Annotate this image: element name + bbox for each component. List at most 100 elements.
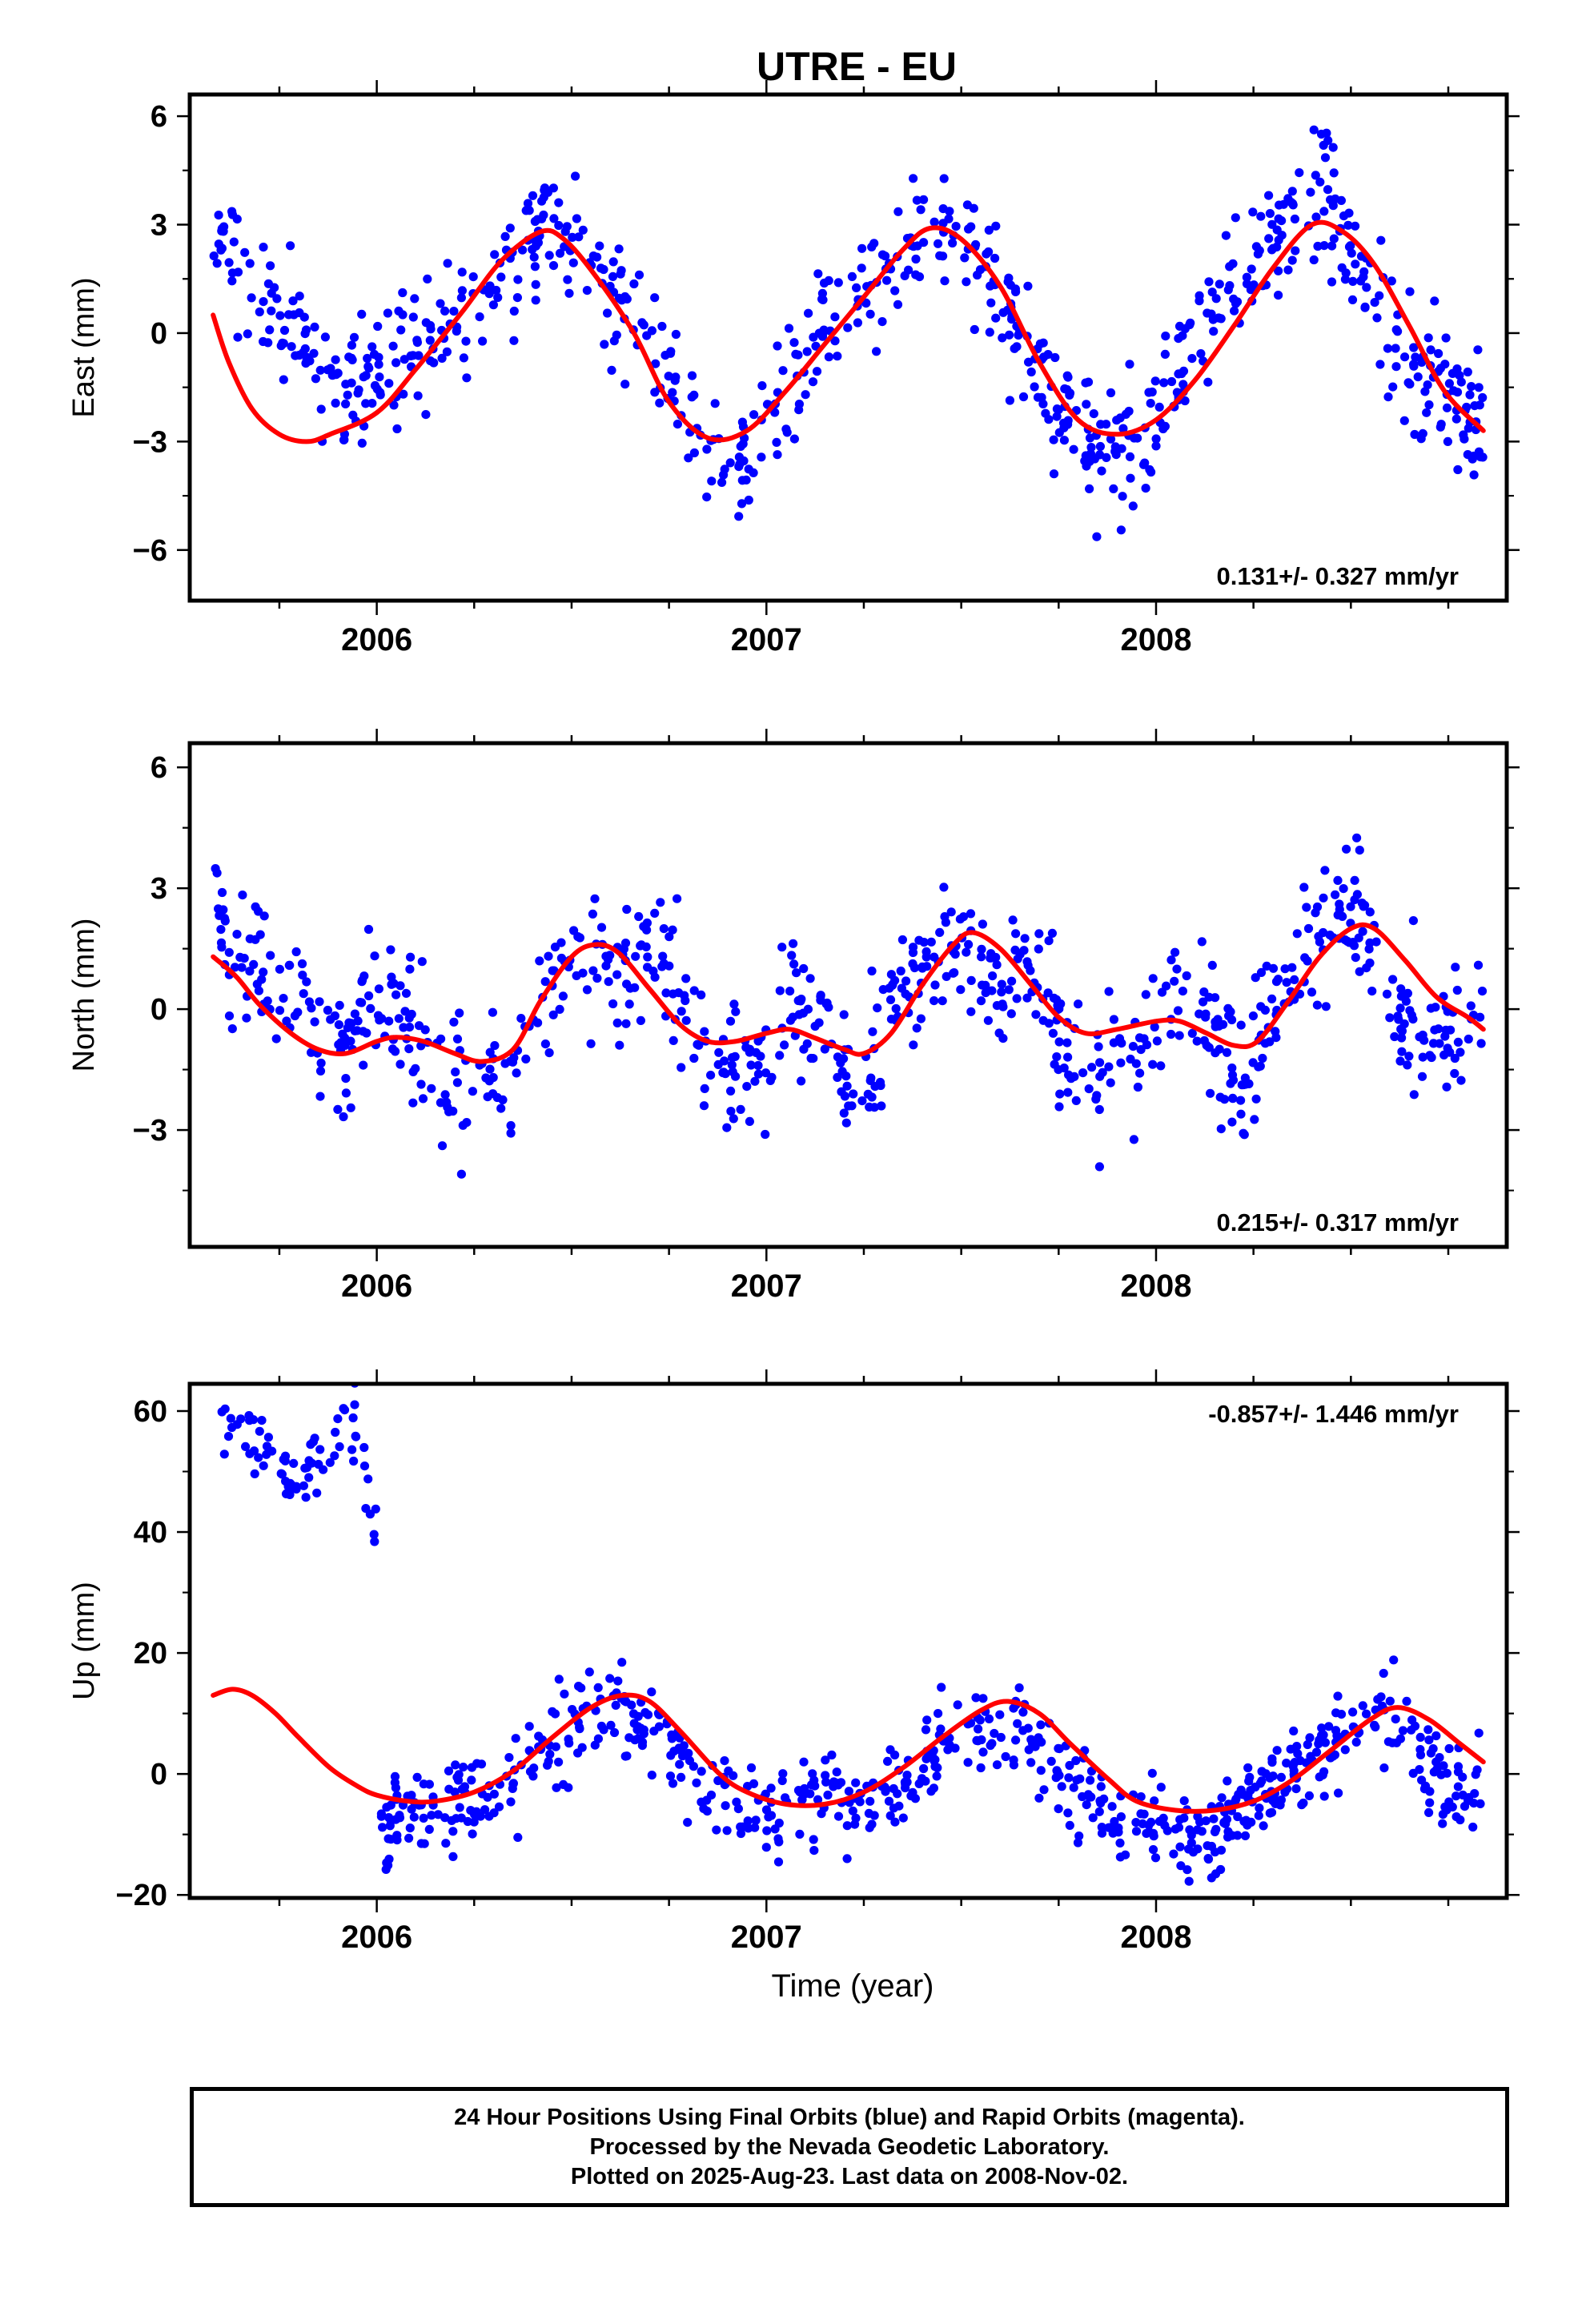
north-data-point [490, 1041, 500, 1051]
up-data-point [842, 1854, 852, 1864]
east-data-point [1095, 450, 1105, 460]
east-data-point [311, 374, 320, 384]
north-data-point [1150, 1022, 1159, 1032]
north-data-point [297, 959, 307, 969]
north-data-point [730, 1051, 740, 1061]
east-data-point [1097, 466, 1106, 476]
east-data-point [1436, 420, 1446, 429]
east-data-point [1443, 436, 1452, 447]
north-data-point [323, 1005, 332, 1015]
up-data-point [220, 1404, 230, 1413]
east-data-point [301, 359, 311, 368]
north-data-point [334, 1020, 343, 1030]
up-data-point [1299, 1798, 1308, 1808]
up-data-point [255, 1426, 264, 1436]
up-data-point [1024, 1745, 1034, 1755]
up-data-layer [211, 1384, 1486, 1886]
east-data-point [1430, 296, 1439, 306]
up-data-point [613, 1676, 623, 1686]
north-data-point [839, 1108, 849, 1118]
north-data-point [657, 962, 667, 971]
north-data-point [1095, 1072, 1105, 1081]
north-data-point [694, 1040, 704, 1050]
north-data-point [822, 998, 832, 1008]
up-data-point [544, 1756, 553, 1767]
east-data-point [361, 399, 371, 408]
east-data-point [1405, 287, 1415, 296]
up-data-point [1333, 1691, 1343, 1701]
north-data-point [339, 1112, 348, 1122]
up-data-point [1216, 1864, 1226, 1875]
up-data-point [867, 1819, 877, 1829]
up-data-point [484, 1811, 494, 1821]
north-data-point [714, 1047, 724, 1057]
north-data-point [1051, 995, 1062, 1004]
north-data-point [726, 1107, 736, 1116]
east-data-point [1283, 265, 1293, 275]
east-data-point [1410, 429, 1419, 440]
up-data-point [302, 1463, 312, 1473]
north-data-point [341, 1074, 351, 1084]
up-data-point [720, 1756, 729, 1766]
north-data-point [535, 956, 544, 966]
north-data-point [642, 925, 652, 935]
north-data-point [615, 1040, 624, 1050]
up-data-point [254, 1453, 263, 1462]
east-data-point [794, 405, 804, 415]
east-y-tick-label: −6 [133, 534, 167, 568]
north-data-point [1476, 1012, 1485, 1022]
up-data-point [692, 1778, 701, 1787]
north-data-point [1064, 1070, 1074, 1080]
north-data-point [1141, 990, 1150, 999]
up-data-point [564, 1783, 573, 1792]
east-data-point [1323, 135, 1333, 145]
north-data-point [1251, 1094, 1261, 1104]
north-data-point [1192, 1036, 1202, 1046]
east-data-point [564, 288, 574, 298]
east-data-point [1264, 191, 1274, 200]
north-data-point [266, 951, 275, 960]
north-data-point [787, 951, 797, 960]
east-data-point [872, 347, 881, 356]
up-data-point [1207, 1841, 1216, 1852]
up-data-point [1415, 1732, 1425, 1742]
north-data-point [500, 1059, 510, 1068]
north-data-point [555, 1004, 564, 1014]
up-data-point [827, 1750, 837, 1760]
up-data-point [1425, 1798, 1435, 1807]
up-data-point [762, 1826, 772, 1835]
north-data-point [1365, 958, 1375, 968]
up-data-point [1389, 1655, 1399, 1665]
up-data-point [732, 1797, 741, 1807]
east-data-point [1221, 231, 1231, 240]
east-data-point [664, 372, 673, 381]
north-data-point [1128, 1042, 1138, 1051]
east-data-point [702, 444, 712, 454]
up-data-point [392, 1835, 402, 1845]
north-data-point [358, 1027, 368, 1036]
north-data-point [634, 911, 644, 922]
up-data-point [1472, 1765, 1482, 1775]
up-data-point [552, 1783, 561, 1792]
up-data-point [350, 1400, 359, 1409]
north-data-point [1044, 1019, 1054, 1028]
up-data-point [1334, 1788, 1343, 1798]
chart-title: UTRE - EU [757, 44, 957, 89]
north-data-point [1152, 1036, 1162, 1046]
east-data-point [749, 410, 759, 420]
north-data-point [1166, 1029, 1176, 1039]
east-data-point [791, 349, 801, 359]
east-data-point [1141, 484, 1150, 493]
up-data-point [697, 1797, 706, 1807]
up-data-point [1438, 1819, 1447, 1828]
north-data-point [601, 951, 611, 961]
north-data-point [621, 1019, 631, 1028]
north-data-point [1351, 953, 1360, 963]
east-data-point [809, 332, 818, 342]
east-data-point [1242, 272, 1251, 282]
up-data-point [363, 1474, 373, 1484]
east-data-point [488, 300, 499, 310]
north-data-point [1109, 1015, 1118, 1024]
north-data-point [572, 971, 581, 980]
north-data-point [1219, 1019, 1228, 1029]
